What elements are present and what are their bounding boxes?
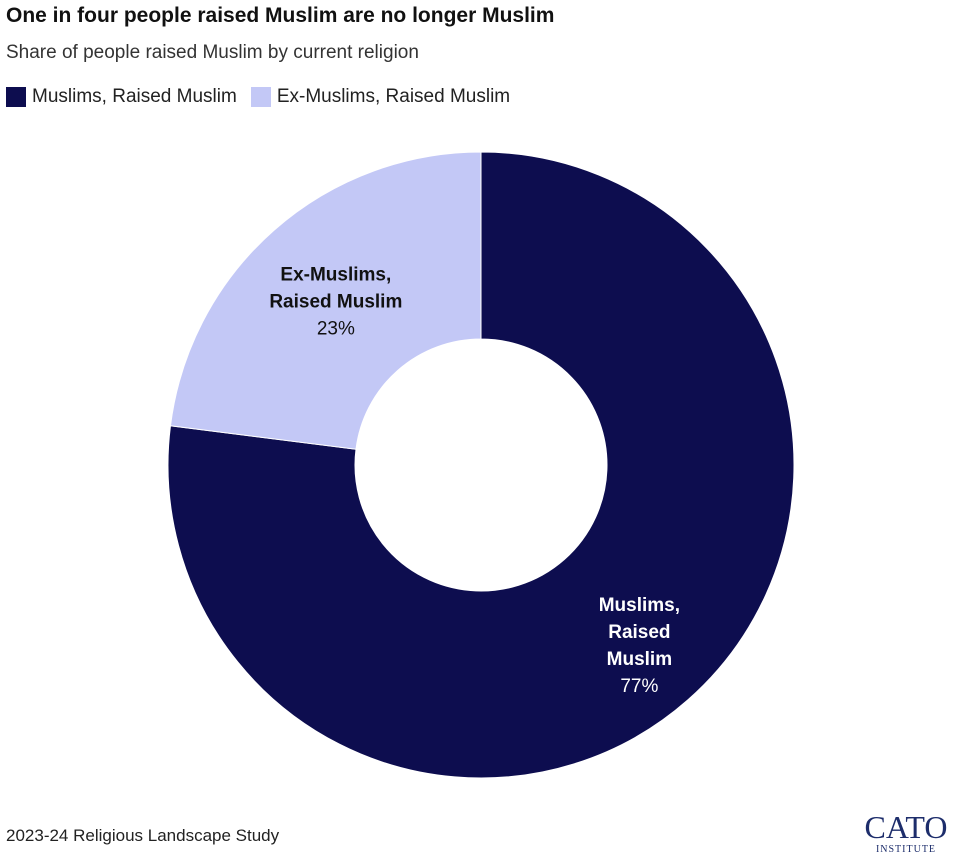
slice-ex-muslims <box>169 151 482 450</box>
slice-name-label: Ex-Muslims, <box>280 264 391 285</box>
legend-label-ex-muslims: Ex-Muslims, Raised Muslim <box>276 86 511 107</box>
slice-label-ex-muslims: Ex-Muslims, Raised Muslim 23% <box>269 264 402 339</box>
logo-wordmark: CATO <box>865 809 948 845</box>
slice-label-muslims: Muslims, Raised Muslim 77% <box>599 595 680 697</box>
chart-title: One in four people raised Muslim are no … <box>6 4 555 27</box>
source-note: 2023-24 Religious Landscape Study <box>6 826 280 845</box>
legend-label-muslims: Muslims, Raised Muslim <box>32 86 237 107</box>
legend-swatch-muslims <box>6 87 26 107</box>
slice-name-label: Muslims, <box>599 595 680 616</box>
logo-subtext: INSTITUTE <box>876 844 936 855</box>
chart-legend: Muslims, Raised Muslim Ex-Muslims, Raise… <box>6 86 524 108</box>
chart-subtitle: Share of people raised Muslim by current… <box>6 42 419 63</box>
legend-swatch-ex-muslims <box>250 87 271 107</box>
slice-name-label: Raised <box>608 622 670 643</box>
slice-name-label: Muslim <box>607 649 672 670</box>
slice-muslims <box>167 151 795 779</box>
legend-item-ex-muslims: Ex-Muslims, Raised Muslim <box>250 86 511 108</box>
slice-value-label: 77% <box>620 676 658 697</box>
legend-item-muslims: Muslims, Raised Muslim <box>6 86 237 108</box>
slice-value-label: 23% <box>317 318 355 339</box>
slice-name-label: Raised Muslim <box>269 291 402 312</box>
donut-chart: Muslims, Raised Muslim 77% Ex-Muslims, Raised… <box>167 151 795 779</box>
cato-institute-logo: CATO INSTITUTE <box>865 809 948 855</box>
